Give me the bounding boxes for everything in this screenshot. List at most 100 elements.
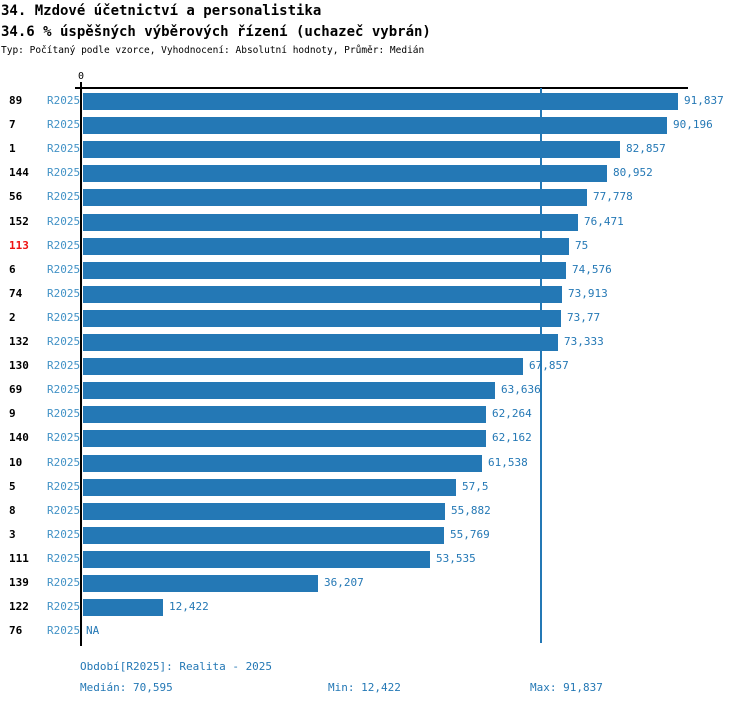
row-period-label: R2025: [47, 287, 81, 300]
chart-row: 113 R2025 75: [0, 234, 750, 258]
value-bar: [83, 358, 523, 375]
row-period-label: R2025: [47, 431, 81, 444]
value-bar: [83, 334, 558, 351]
chart-row: 130 R2025 67,857: [0, 354, 750, 378]
footer-period-label: Období[R2025]: Realita - 2025: [80, 660, 273, 673]
footer-min-label: Min: 12,422: [328, 681, 401, 694]
bar-value-label: 73,913: [568, 287, 608, 300]
bar-value-label: 12,422: [169, 600, 209, 613]
row-category-label: 69: [9, 383, 23, 396]
x-axis-top-rule: [75, 87, 688, 89]
value-bar: [83, 455, 482, 472]
row-period-label: R2025: [47, 118, 81, 131]
row-period-label: R2025: [47, 407, 81, 420]
value-bar: [83, 430, 486, 447]
chart-row: 3 R2025 55,769: [0, 523, 750, 547]
chart-row: 10 R2025 61,538: [0, 451, 750, 475]
row-category-label: 132: [9, 335, 29, 348]
chart-row: 132 R2025 73,333: [0, 330, 750, 354]
value-bar: [83, 527, 444, 544]
row-category-label: 5: [9, 480, 16, 493]
row-category-label: 89: [9, 94, 23, 107]
chart-row: 144 R2025 80,952: [0, 161, 750, 185]
chart-row: 111 R2025 53,535: [0, 547, 750, 571]
chart-row: 5 R2025 57,5: [0, 475, 750, 499]
value-bar: [83, 141, 620, 158]
bar-value-label: 90,196: [673, 118, 713, 131]
row-period-label: R2025: [47, 552, 81, 565]
row-period-label: R2025: [47, 142, 81, 155]
row-period-label: R2025: [47, 335, 81, 348]
bar-value-label: 73,77: [567, 311, 601, 324]
chart-row: 140 R2025 62,162: [0, 426, 750, 450]
value-bar: [83, 551, 430, 568]
chart-row: 9 R2025 62,264: [0, 402, 750, 426]
row-category-label: 2: [9, 311, 16, 324]
bar-value-label: NA: [86, 624, 100, 637]
chart-row: 139 R2025 36,207: [0, 571, 750, 595]
row-category-label: 8: [9, 504, 16, 517]
bar-value-label: 80,952: [613, 166, 653, 179]
value-bar: [83, 93, 678, 110]
y-axis-line: [80, 88, 82, 646]
bar-value-label: 36,207: [324, 576, 364, 589]
chart-row: 76 R2025 NA: [0, 619, 750, 643]
bar-value-label: 62,162: [492, 431, 532, 444]
chart-row: 122 R2025 12,422: [0, 595, 750, 619]
footer-max-label: Max: 91,837: [530, 681, 603, 694]
value-bar: [83, 165, 607, 182]
chart-row: 7 R2025 90,196: [0, 113, 750, 137]
bar-value-label: 67,857: [529, 359, 569, 372]
bar-value-label: 55,769: [450, 528, 490, 541]
row-period-label: R2025: [47, 359, 81, 372]
row-category-label: 74: [9, 287, 23, 300]
chart-row: 1 R2025 82,857: [0, 137, 750, 161]
chart-row: 89 R2025 91,837: [0, 89, 750, 113]
chart-title: 34. Mzdové účetnictví a personalistika: [1, 3, 322, 19]
x-axis-tick-mark: [80, 82, 82, 88]
bar-value-label: 74,576: [572, 263, 612, 276]
value-bar: [83, 503, 445, 520]
chart-subtitle: 34.6 % úspěšných výběrových řízení (ucha…: [1, 24, 431, 40]
row-period-label: R2025: [47, 600, 81, 613]
row-period-label: R2025: [47, 311, 81, 324]
bar-value-label: 63,636: [501, 383, 541, 396]
row-period-label: R2025: [47, 215, 81, 228]
row-category-label: 111: [9, 552, 29, 565]
chart-row: 8 R2025 55,882: [0, 499, 750, 523]
bar-value-label: 91,837: [684, 94, 724, 107]
chart-row: 152 R2025 76,471: [0, 210, 750, 234]
chart-row: 69 R2025 63,636: [0, 378, 750, 402]
value-bar: [83, 117, 667, 134]
row-period-label: R2025: [47, 624, 81, 637]
bar-value-label: 76,471: [584, 215, 624, 228]
bar-value-label: 75: [575, 239, 589, 252]
row-category-label: 122: [9, 600, 29, 613]
row-category-label: 144: [9, 166, 29, 179]
row-category-label: 113: [9, 239, 29, 252]
row-category-label: 139: [9, 576, 29, 589]
row-period-label: R2025: [47, 166, 81, 179]
value-bar: [83, 479, 456, 496]
row-period-label: R2025: [47, 528, 81, 541]
bar-value-label: 57,5: [462, 480, 489, 493]
bar-value-label: 82,857: [626, 142, 666, 155]
row-period-label: R2025: [47, 239, 81, 252]
value-bar: [83, 189, 587, 206]
x-axis-zero-tick-label: 0: [78, 71, 85, 82]
chart-row: 56 R2025 77,778: [0, 185, 750, 209]
value-bar: [83, 262, 566, 279]
bar-value-label: 62,264: [492, 407, 532, 420]
row-period-label: R2025: [47, 504, 81, 517]
value-bar: [83, 286, 562, 303]
chart-row: 6 R2025 74,576: [0, 258, 750, 282]
row-category-label: 152: [9, 215, 29, 228]
row-category-label: 6: [9, 263, 16, 276]
value-bar: [83, 214, 578, 231]
bar-value-label: 53,535: [436, 552, 476, 565]
row-category-label: 76: [9, 624, 23, 637]
row-period-label: R2025: [47, 190, 81, 203]
value-bar: [83, 599, 163, 616]
row-period-label: R2025: [47, 576, 81, 589]
